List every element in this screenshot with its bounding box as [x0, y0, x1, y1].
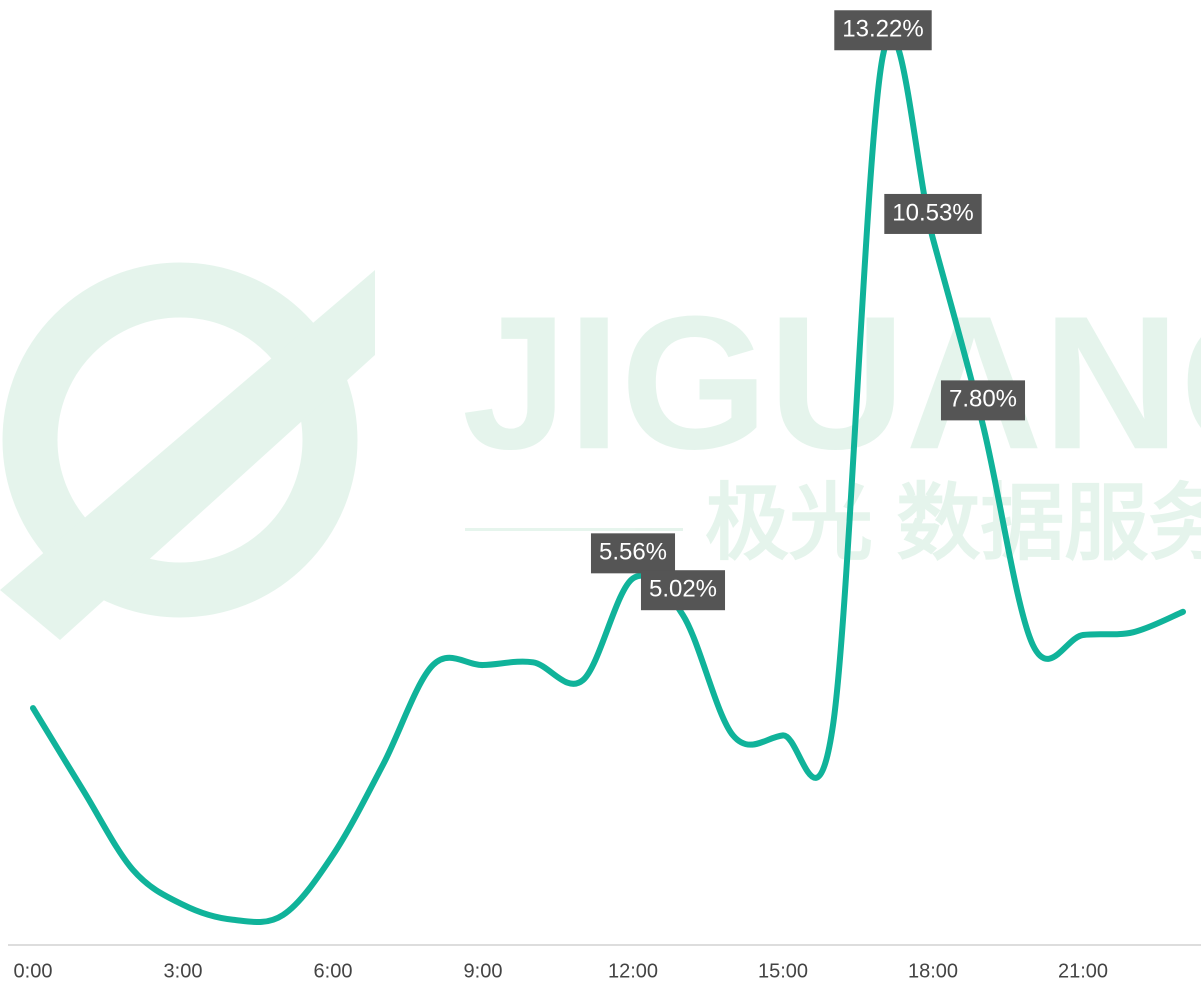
x-tick-label: 21:00 [1058, 960, 1108, 982]
watermark-brand: JIGUANG [462, 277, 1201, 489]
x-tick-label: 12:00 [608, 960, 658, 982]
x-tick-label: 3:00 [164, 960, 203, 982]
watermark-logo [0, 270, 375, 640]
watermark-logo [2, 262, 358, 618]
watermark: JIGUANG 极光 数据服务 [0, 262, 1201, 640]
data-label: 10.53% [884, 193, 982, 234]
data-label-text: 5.56% [599, 539, 667, 566]
data-label: 5.02% [640, 570, 726, 611]
x-tick-label: 9:00 [464, 960, 503, 982]
data-label: 5.56% [590, 533, 676, 574]
data-label-text: 10.53% [892, 199, 973, 226]
x-tick-label: 18:00 [908, 960, 958, 982]
data-label-box [640, 570, 726, 611]
x-tick-label: 0:00 [14, 960, 53, 982]
x-tick-label: 6:00 [314, 960, 353, 982]
data-label-text: 5.02% [649, 576, 717, 603]
data-label: 13.22% [834, 10, 932, 51]
data-label-box [834, 10, 932, 51]
data-label-box [884, 193, 982, 234]
watermark-rule [465, 528, 683, 531]
line [30, 33, 1186, 926]
watermark-tagline: 极光 数据服务 [705, 476, 1201, 570]
data-label-box [590, 533, 676, 574]
data-label-text: 7.80% [949, 386, 1017, 413]
data-label: 7.80% [940, 380, 1026, 421]
data-label-box [940, 380, 1026, 421]
x-tick-label: 15:00 [758, 960, 808, 982]
data-label-text: 13.22% [842, 16, 923, 43]
